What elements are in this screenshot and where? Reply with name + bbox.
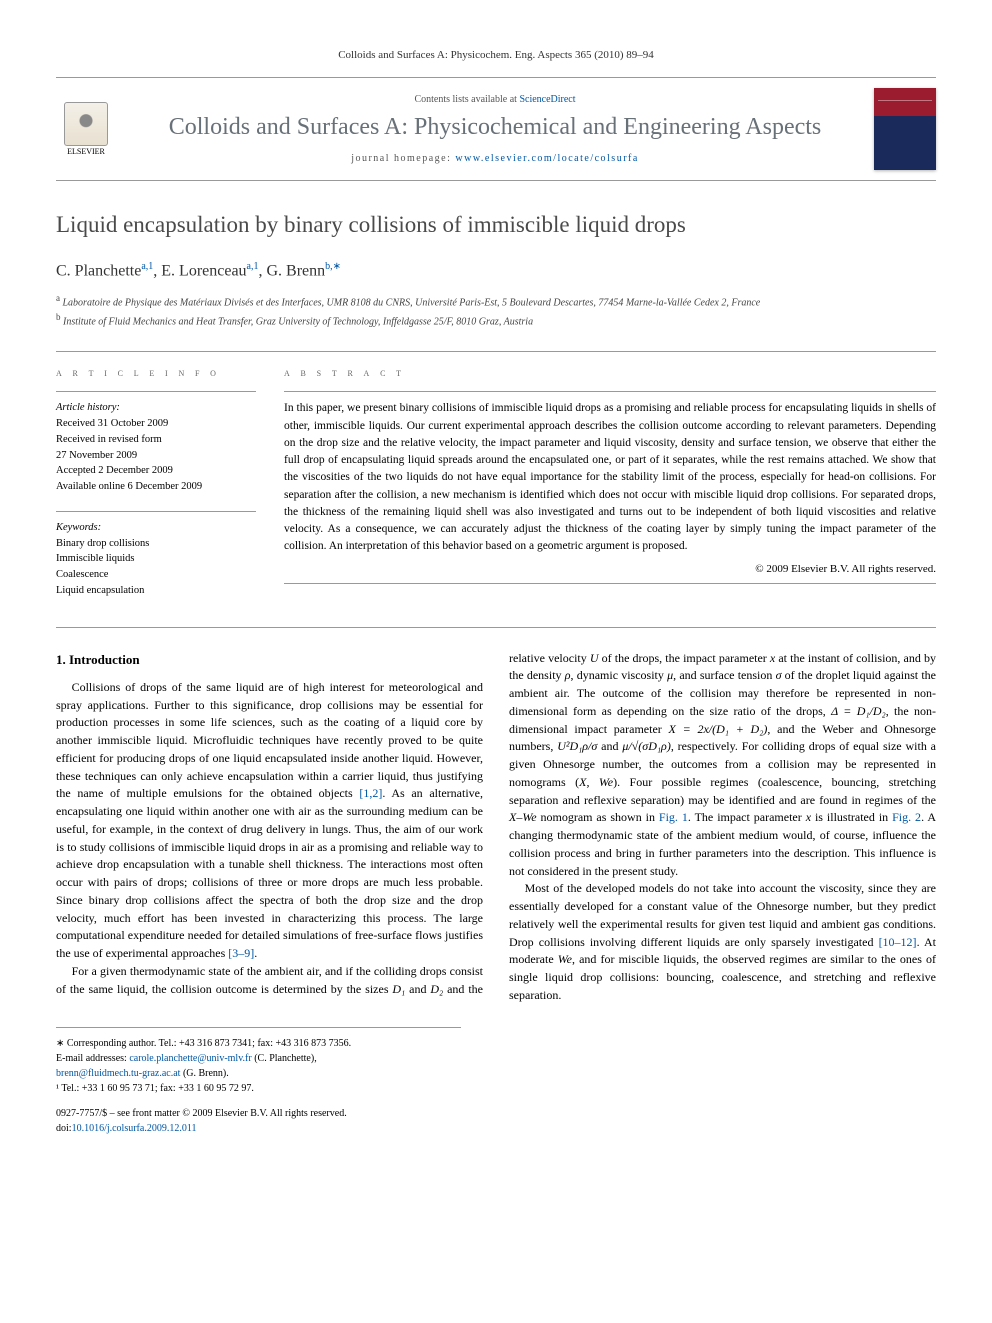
math-symbol: U — [590, 651, 599, 665]
body-text-run: Most of the developed models do not take… — [509, 881, 936, 948]
body-text-run: Collisions of drops of the same liquid a… — [56, 680, 483, 801]
abstract-label: a b s t r a c t — [284, 366, 936, 381]
citation-link[interactable]: [3–9] — [228, 946, 254, 960]
tel-footnote: ¹ Tel.: +33 1 60 95 73 71; fax: +33 1 60… — [56, 1081, 461, 1096]
journal-cover-thumb — [874, 88, 936, 170]
email-link[interactable]: brenn@fluidmech.tu-graz.ac.at — [56, 1068, 180, 1079]
body-text-run: . The impact parameter — [688, 810, 806, 824]
contents-prefix: Contents lists available at — [414, 94, 519, 105]
keyword: Binary drop collisions — [56, 536, 256, 552]
homepage-prefix: journal homepage: — [351, 153, 455, 164]
keywords: Keywords: Binary drop collisions Immisci… — [56, 520, 256, 599]
keyword: Coalescence — [56, 567, 256, 583]
history-line: 27 November 2009 — [56, 448, 256, 464]
body-text-run: and — [405, 982, 430, 996]
abstract-column: a b s t r a c t In this paper, we presen… — [284, 366, 936, 599]
rule — [284, 583, 936, 584]
abstract-text: In this paper, we present binary collisi… — [284, 400, 936, 555]
math-symbol: X–We — [509, 810, 537, 824]
history-line: Available online 6 December 2009 — [56, 479, 256, 495]
math-symbol: μ/√(σD₁ρ) — [622, 739, 670, 753]
body-text: 1. Introduction Collisions of drops of t… — [56, 650, 936, 1005]
keyword: Liquid encapsulation — [56, 583, 256, 599]
figure-link[interactable]: Fig. 1 — [659, 810, 688, 824]
body-text-run: of the drops, the impact parameter — [599, 651, 770, 665]
doi-block: 0927-7757/$ – see front matter © 2009 El… — [56, 1106, 936, 1136]
citation-link[interactable]: [10–12] — [879, 935, 917, 949]
keyword: Immiscible liquids — [56, 551, 256, 567]
affiliation-a: a Laboratoire de Physique des Matériaux … — [56, 292, 936, 310]
history-line: Accepted 2 December 2009 — [56, 463, 256, 479]
math-symbol: Δ = D₁/D₂ — [831, 704, 886, 718]
body-text-run: and — [597, 739, 622, 753]
email-label: E-mail addresses: — [56, 1053, 129, 1064]
rule — [56, 511, 256, 512]
body-text-run: , dynamic viscosity — [571, 668, 668, 682]
email-link[interactable]: carole.planchette@univ-mlv.fr — [129, 1053, 251, 1064]
email-line: brenn@fluidmech.tu-graz.ac.at (G. Brenn)… — [56, 1066, 461, 1081]
body-text-run: . — [254, 946, 257, 960]
affiliations: a Laboratoire de Physique des Matériaux … — [56, 292, 936, 329]
math-symbol: U²D₁ρ/σ — [557, 739, 597, 753]
email-line: E-mail addresses: carole.planchette@univ… — [56, 1051, 461, 1066]
contents-line: Contents lists available at ScienceDirec… — [130, 93, 860, 107]
figure-link[interactable]: Fig. 2 — [892, 810, 921, 824]
body-text-run: nomogram as shown in — [537, 810, 659, 824]
math-symbol: X = 2x/(D₁ + D₂) — [669, 722, 768, 736]
math-symbol: X, We — [579, 775, 613, 789]
elsevier-tree-icon — [64, 102, 108, 146]
affiliation-b: b Institute of Fluid Mechanics and Heat … — [56, 311, 936, 329]
rule-full — [56, 627, 936, 628]
publisher-name: ELSEVIER — [67, 146, 105, 157]
paragraph: Most of the developed models do not take… — [509, 880, 936, 1004]
publisher-logo: ELSEVIER — [56, 93, 116, 165]
page-root: Colloids and Surfaces A: Physicochem. En… — [0, 0, 992, 1184]
article-info-row: a r t i c l e i n f o Article history: R… — [56, 351, 936, 599]
homepage-line: journal homepage: www.elsevier.com/locat… — [130, 152, 860, 166]
corresponding-author-note: ∗ Corresponding author. Tel.: +43 316 87… — [56, 1036, 461, 1051]
author-list: C. Planchettea,1, E. Lorenceaua,1, G. Br… — [56, 260, 936, 283]
abstract-copyright: © 2009 Elsevier B.V. All rights reserved… — [284, 562, 936, 577]
journal-title: Colloids and Surfaces A: Physicochemical… — [130, 113, 860, 142]
email-who: (G. Brenn). — [180, 1068, 228, 1079]
keywords-label: Keywords: — [56, 520, 256, 536]
math-symbol: We — [558, 952, 572, 966]
affiliation-a-text: Laboratoire de Physique des Matériaux Di… — [63, 298, 761, 309]
homepage-link[interactable]: www.elsevier.com/locate/colsurfa — [455, 153, 638, 164]
doi-link[interactable]: 10.1016/j.colsurfa.2009.12.011 — [72, 1123, 197, 1134]
body-text-run: , and surface tension — [673, 668, 775, 682]
sciencedirect-link[interactable]: ScienceDirect — [519, 94, 575, 105]
affiliation-b-text: Institute of Fluid Mechanics and Heat Tr… — [63, 316, 533, 327]
rule — [56, 391, 256, 392]
history-line: Received in revised form — [56, 432, 256, 448]
body-text-run: . As an alternative, encapsulating one l… — [56, 786, 483, 960]
masthead: ELSEVIER Contents lists available at Sci… — [56, 77, 936, 181]
math-symbol: D₁ — [392, 982, 405, 996]
rule — [284, 391, 936, 392]
article-history: Article history: Received 31 October 200… — [56, 400, 256, 495]
paragraph: Collisions of drops of the same liquid a… — [56, 679, 483, 963]
history-line: Received 31 October 2009 — [56, 416, 256, 432]
masthead-center: Contents lists available at ScienceDirec… — [130, 93, 860, 166]
doi-prefix: doi: — [56, 1123, 72, 1134]
math-symbol: D₂ — [430, 982, 443, 996]
body-text-run: , and for miscible liquids, the observed… — [509, 952, 936, 1002]
footnotes: ∗ Corresponding author. Tel.: +43 316 87… — [56, 1027, 461, 1096]
article-info-left: a r t i c l e i n f o Article history: R… — [56, 366, 256, 599]
citation-link[interactable]: [1,2] — [359, 786, 382, 800]
history-label: Article history: — [56, 400, 256, 416]
email-who: (C. Planchette), — [252, 1053, 317, 1064]
body-text-run: is illustrated in — [811, 810, 892, 824]
doi-line: doi:10.1016/j.colsurfa.2009.12.011 — [56, 1121, 936, 1136]
front-matter-line: 0927-7757/$ – see front matter © 2009 El… — [56, 1106, 936, 1121]
article-title: Liquid encapsulation by binary collision… — [56, 209, 936, 241]
section-heading: 1. Introduction — [56, 650, 483, 669]
article-info-label: a r t i c l e i n f o — [56, 366, 256, 381]
running-citation: Colloids and Surfaces A: Physicochem. En… — [56, 48, 936, 63]
